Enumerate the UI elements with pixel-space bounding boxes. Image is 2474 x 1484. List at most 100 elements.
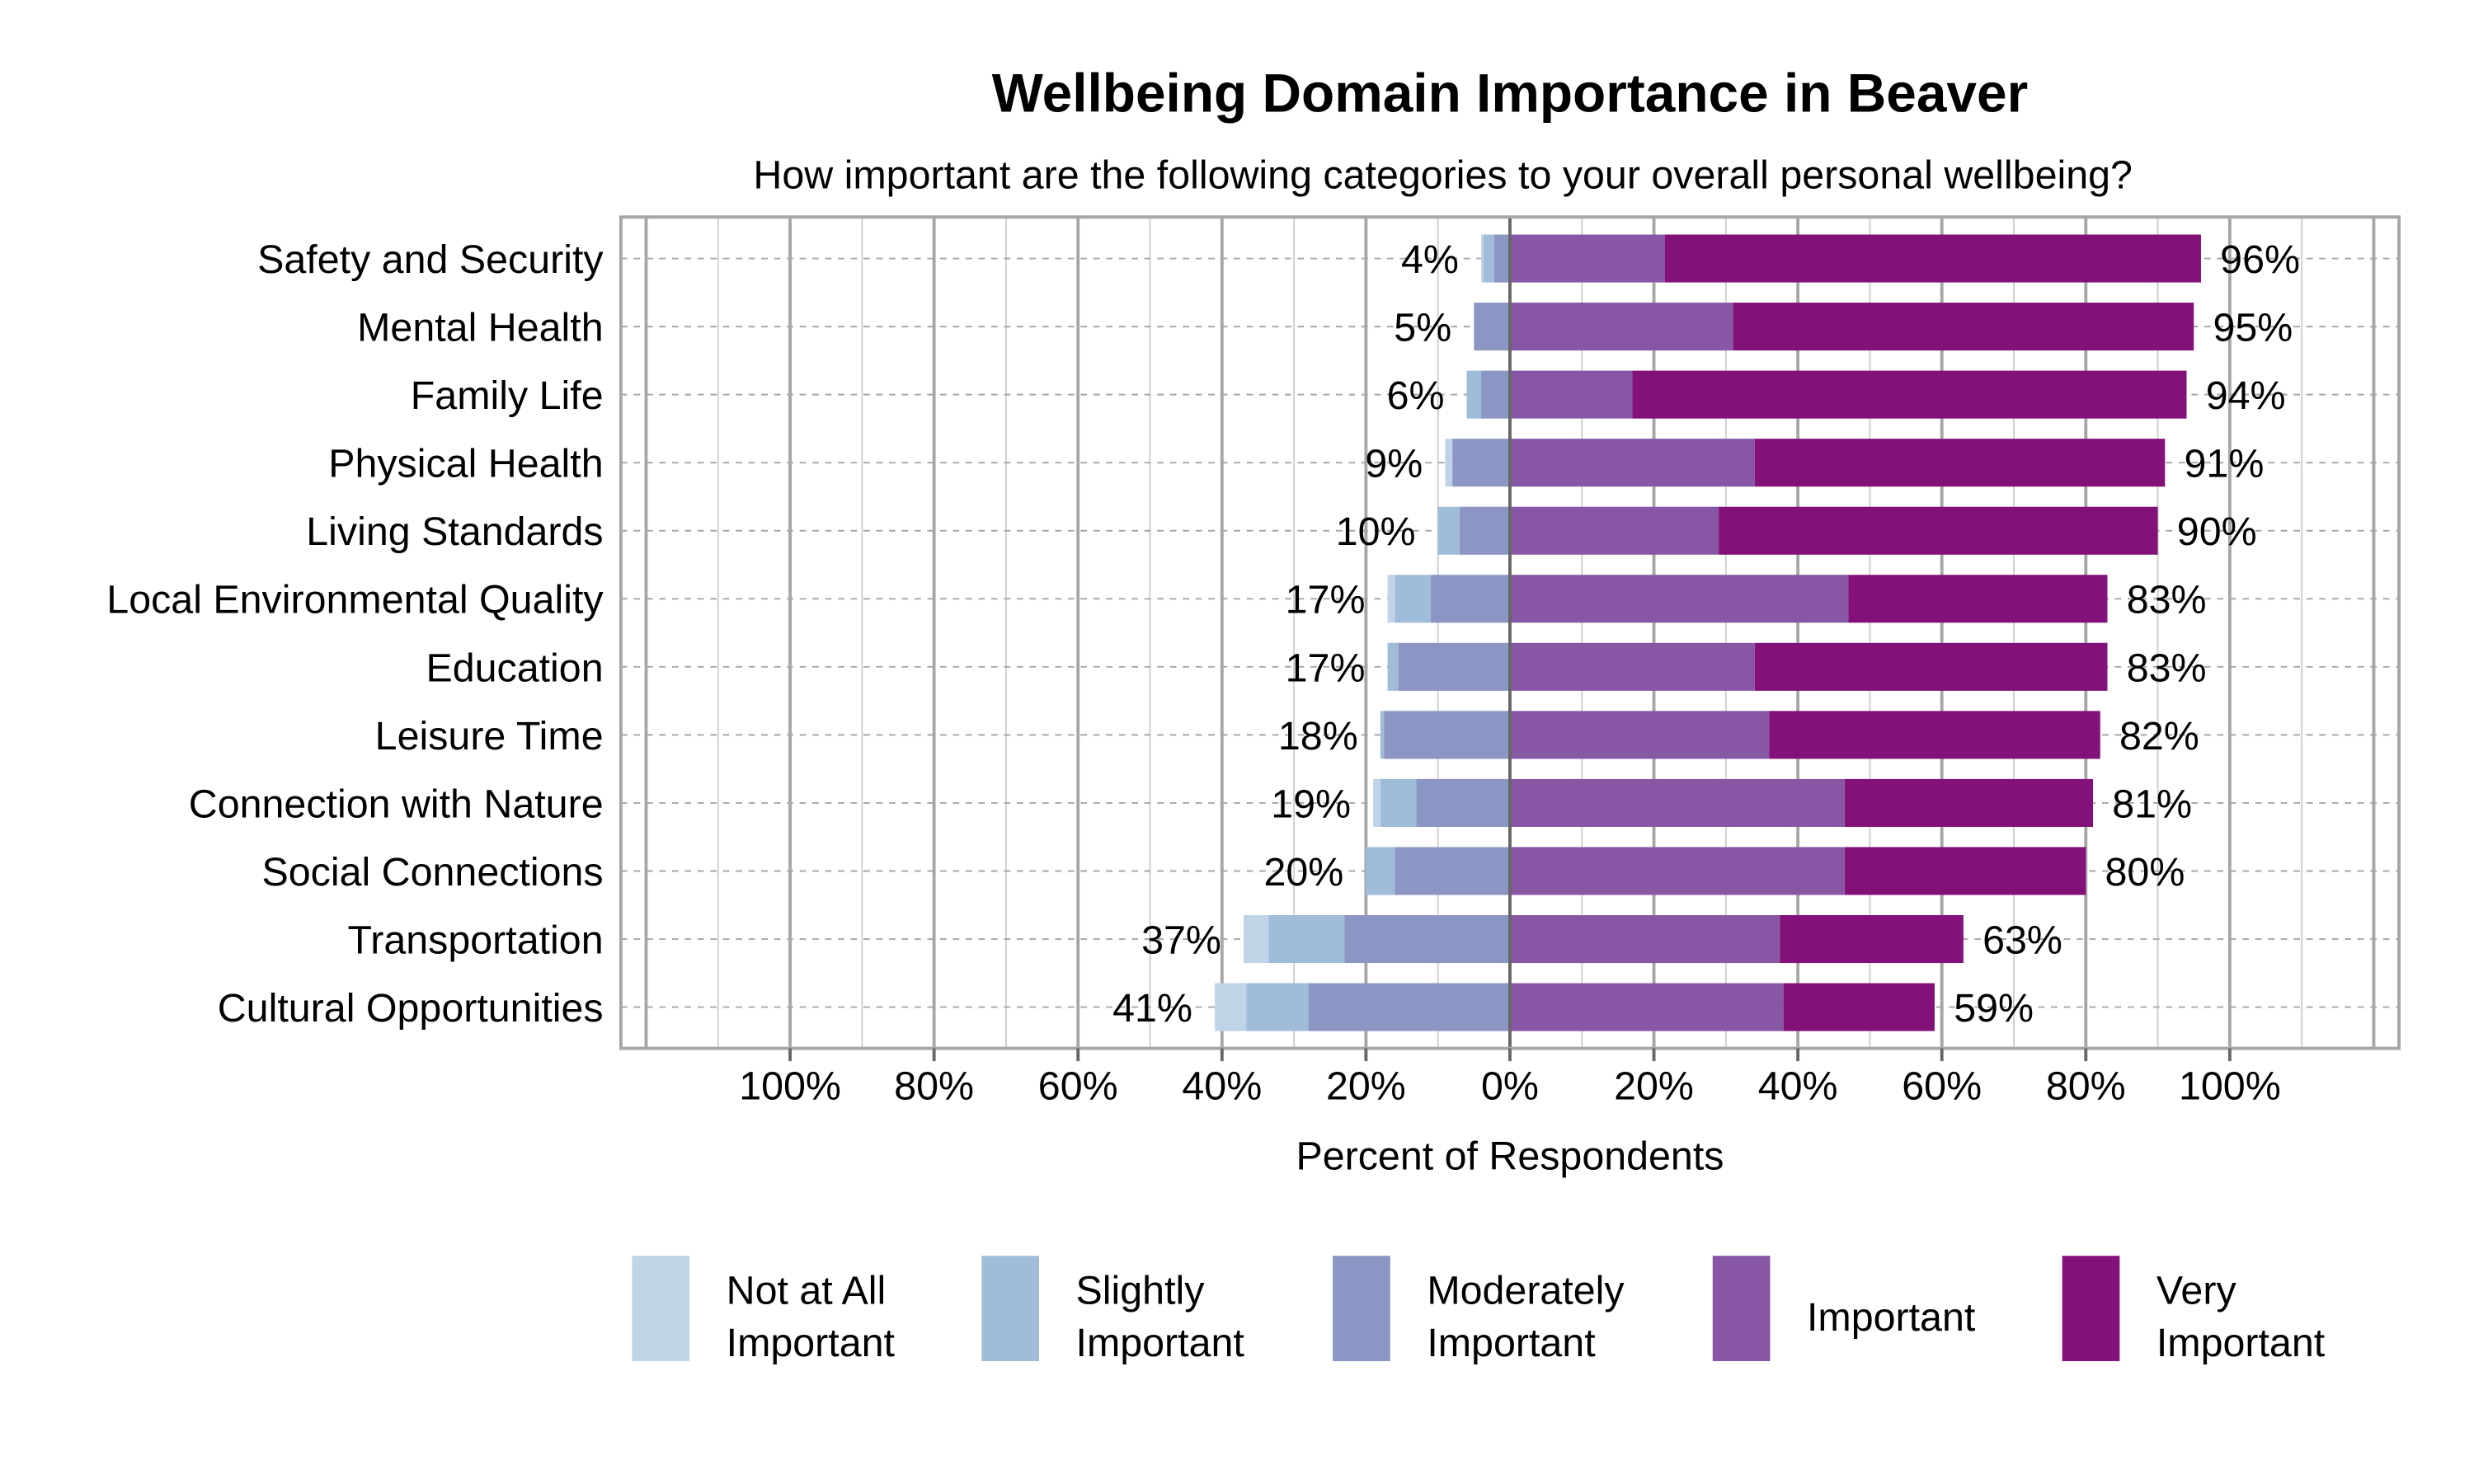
x-tick-label: 80% — [894, 1064, 974, 1109]
bar-segment — [1474, 303, 1510, 351]
legend-label: Slightly — [1076, 1268, 1206, 1313]
legend-label: Moderately — [1427, 1268, 1625, 1313]
x-tick-label: 100% — [739, 1064, 841, 1109]
right-total-label: 95% — [2213, 306, 2293, 350]
bar-segment — [1509, 234, 1665, 283]
x-tick-label: 20% — [1326, 1064, 1406, 1109]
bar-segment — [1509, 711, 1770, 759]
left-total-label: 37% — [1141, 918, 1221, 962]
category-label: Education — [426, 646, 603, 690]
left-total-label: 19% — [1271, 782, 1351, 826]
left-total-label: 41% — [1112, 986, 1192, 1031]
legend: Not at All Important Slightly Important Mode… — [632, 1256, 2326, 1365]
x-tick-label: 100% — [2179, 1064, 2281, 1109]
legend-swatch — [632, 1256, 690, 1361]
bar-segment — [1308, 983, 1510, 1031]
bar-segment — [1268, 915, 1345, 964]
category-label: Cultural Opportunities — [218, 986, 604, 1031]
bar-segment — [1445, 439, 1453, 487]
category-label: Leisure Time — [375, 714, 604, 758]
chart-title: Wellbeing Domain Importance in Beaver — [992, 62, 2029, 123]
bar-segment — [1366, 847, 1395, 895]
category-label: Living Standards — [306, 510, 603, 554]
right-total-label: 91% — [2185, 442, 2265, 486]
right-total-label: 80% — [2105, 850, 2185, 895]
bar-segment — [1466, 370, 1482, 419]
bar-segment — [1719, 506, 2158, 555]
bar-segment — [1483, 234, 1494, 283]
legend-label: Important — [727, 1321, 896, 1365]
bar-segment — [1380, 778, 1417, 827]
category-label: Connection with Nature — [189, 782, 604, 826]
category-label: Physical Health — [328, 442, 603, 486]
bar-segment — [1481, 370, 1510, 419]
right-total-label: 83% — [2127, 578, 2207, 622]
right-total-label: 81% — [2112, 782, 2192, 826]
x-ticks: 100% 80% 60% 40% 20% 0% 20% 40% 60% 80% 100% — [739, 1048, 2281, 1109]
bar-segment — [1493, 234, 1510, 283]
category-label: Transportation — [347, 918, 603, 962]
bar-segment — [1509, 439, 1755, 487]
left-total-label: 10% — [1336, 510, 1416, 554]
bar-segment — [1215, 983, 1247, 1031]
bar-segment — [1459, 506, 1510, 555]
right-total-label: 90% — [2177, 510, 2257, 554]
bar-segment — [1416, 778, 1510, 827]
bars — [1215, 217, 2201, 1049]
bar-segment — [1844, 778, 2094, 827]
x-tick-label: 0% — [1481, 1064, 1539, 1109]
right-total-label: 59% — [1954, 986, 2034, 1031]
labels: 4% 96% Safety and Security 5% 95% Mental Heal… — [106, 237, 2300, 1031]
legend-swatch — [2062, 1256, 2120, 1361]
right-total-label: 63% — [1982, 918, 2062, 962]
left-total-label: 17% — [1286, 578, 1366, 622]
bar-segment — [1387, 642, 1399, 691]
x-tick-label: 40% — [1758, 1064, 1838, 1109]
left-total-label: 20% — [1263, 850, 1343, 895]
bar-segment — [1769, 711, 2100, 759]
bar-segment — [1481, 234, 1484, 283]
x-tick-label: 20% — [1614, 1064, 1694, 1109]
bar-segment — [1430, 575, 1510, 623]
bar-segment — [1664, 234, 2201, 283]
bar-segment — [1754, 439, 2166, 487]
bar-segment — [1509, 847, 1845, 895]
left-total-label: 9% — [1365, 442, 1423, 486]
bar-segment — [1848, 575, 2108, 623]
bar-segment — [1509, 303, 1733, 351]
category-label: Mental Health — [357, 306, 603, 350]
bar-segment — [1398, 642, 1510, 691]
bar-segment — [1509, 642, 1755, 691]
legend-label: Very — [2157, 1268, 2237, 1313]
x-tick-label: 60% — [1902, 1064, 1982, 1109]
legend-label: Important — [2157, 1321, 2326, 1365]
left-total-label: 6% — [1387, 373, 1445, 418]
legend-swatch — [1333, 1256, 1390, 1361]
bar-segment — [1783, 983, 1935, 1031]
bar-segment — [1509, 506, 1719, 555]
category-label: Local Environmental Quality — [106, 578, 604, 622]
bar-segment — [1395, 847, 1510, 895]
bar-segment — [1384, 711, 1510, 759]
bar-segment — [1733, 303, 2194, 351]
legend-swatch — [1712, 1256, 1771, 1361]
x-tick-label: 80% — [2046, 1064, 2126, 1109]
bar-segment — [1387, 575, 1395, 623]
legend-label: Important — [1807, 1295, 1976, 1340]
category-label: Safety and Security — [257, 237, 604, 282]
bar-segment — [1373, 778, 1380, 827]
right-total-label: 83% — [2127, 646, 2207, 690]
legend-label: Important — [1427, 1321, 1596, 1365]
bar-segment — [1509, 983, 1784, 1031]
bar-segment — [1509, 778, 1845, 827]
bar-segment — [1780, 915, 1964, 964]
left-total-label: 4% — [1401, 237, 1459, 282]
bar-segment — [1344, 915, 1510, 964]
bar-segment — [1844, 847, 2086, 895]
bar-segment — [1380, 711, 1385, 759]
category-label: Social Connections — [261, 850, 603, 895]
bar-segment — [1395, 575, 1431, 623]
left-total-label: 18% — [1278, 714, 1358, 758]
x-tick-label: 40% — [1182, 1064, 1262, 1109]
